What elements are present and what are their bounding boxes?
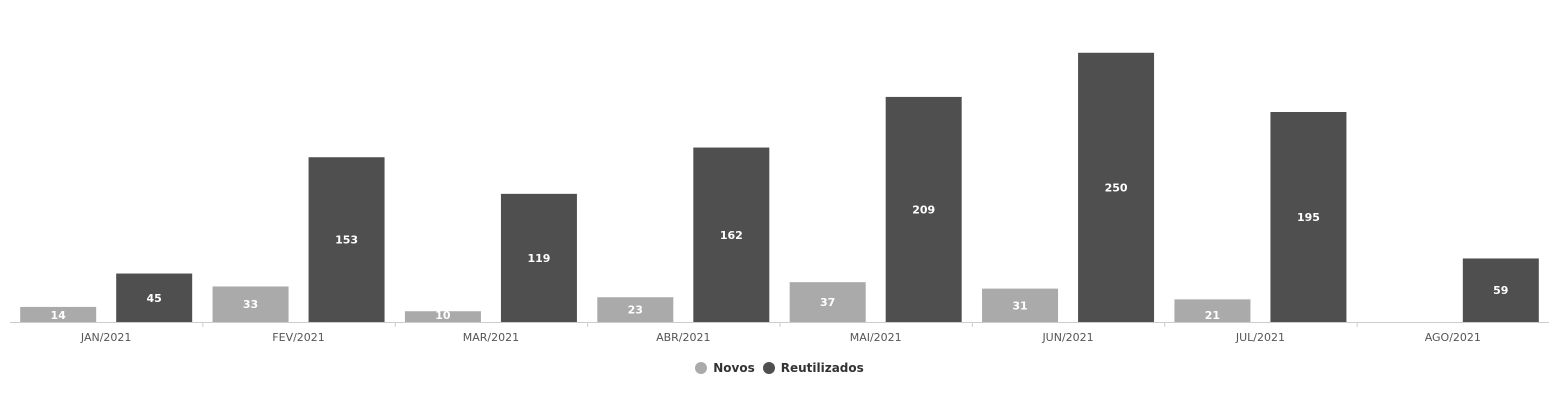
x-tick-label: AGO/2021: [1425, 331, 1481, 344]
bar-reutilizados[interactable]: [1078, 52, 1155, 323]
bar-novos[interactable]: [1174, 299, 1251, 322]
bar-novos[interactable]: [212, 286, 289, 322]
chart-legend: Novos Reutilizados: [0, 361, 1559, 375]
data-label: 23: [628, 304, 643, 317]
bar-reutilizados[interactable]: [116, 273, 193, 322]
legend-swatch-reutilizados: [762, 362, 775, 374]
x-tick-label: JUN/2021: [1041, 331, 1093, 344]
data-label: 45: [147, 292, 162, 305]
data-label: 37: [820, 296, 835, 309]
data-label: 195: [1297, 211, 1320, 224]
x-tick-label: MAI/2021: [850, 331, 902, 344]
data-label: 14: [51, 309, 67, 322]
bar-reutilizados[interactable]: [1462, 258, 1539, 322]
x-tick-label: JAN/2021: [80, 331, 132, 344]
legend-label-novos: Novos: [713, 361, 755, 375]
data-label: 209: [912, 203, 935, 216]
legend-item-reutilizados[interactable]: Reutilizados: [762, 361, 864, 375]
bar-chart: JAN/2021 14 45 FEV/2021 33 153 MAR/2021 10 119 AB…: [10, 52, 1549, 344]
data-label: 21: [1205, 309, 1220, 322]
data-label: 153: [335, 234, 358, 247]
bar-reutilizados[interactable]: [1270, 112, 1347, 322]
data-label: 119: [527, 252, 550, 265]
bar-reutilizados[interactable]: [308, 157, 385, 322]
data-label: 250: [1105, 181, 1128, 194]
legend-label-reutilizados: Reutilizados: [780, 361, 864, 375]
data-label: 59: [1493, 284, 1508, 297]
bar-reutilizados[interactable]: [500, 193, 577, 322]
bar-novos[interactable]: [982, 288, 1059, 322]
legend-item-novos[interactable]: Novos: [695, 361, 755, 375]
x-tick-label: ABR/2021: [656, 331, 710, 344]
data-label: 162: [720, 229, 743, 242]
data-label: 31: [1012, 299, 1027, 312]
bar-reutilizados[interactable]: [885, 96, 962, 322]
x-tick-label: JUL/2021: [1235, 331, 1285, 344]
bar-reutilizados[interactable]: [693, 147, 770, 322]
x-tick-label: FEV/2021: [272, 331, 325, 344]
bar-novos[interactable]: [20, 306, 97, 322]
bar-novos[interactable]: [404, 311, 481, 322]
legend-swatch-novos: [695, 362, 708, 374]
data-label: 10: [435, 309, 451, 322]
bar-novos[interactable]: [789, 282, 866, 322]
x-tick-label: MAR/2021: [463, 331, 519, 344]
bar-novos[interactable]: [597, 297, 674, 322]
data-label: 33: [243, 298, 258, 311]
